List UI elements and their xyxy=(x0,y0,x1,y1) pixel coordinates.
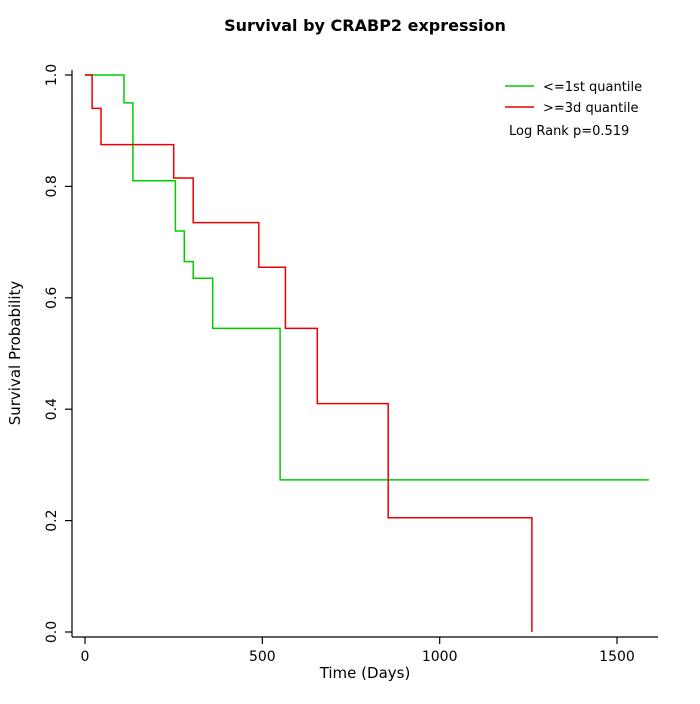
y-tick-label: 1.0 xyxy=(44,64,60,86)
km-curve-series-1 xyxy=(85,74,533,632)
x-tick-label: 1000 xyxy=(422,649,458,665)
x-axis-label: Time (Days) xyxy=(319,664,411,682)
chart-title: Survival by CRABP2 expression xyxy=(224,16,506,35)
legend: <=1st quantile >=3d quantile Log Rank p=… xyxy=(505,80,642,139)
y-tick-label: 0.6 xyxy=(44,287,60,309)
km-curve-series-0 xyxy=(85,74,649,481)
y-tick-label: 0.8 xyxy=(44,175,60,197)
y-axis-label: Survival Probability xyxy=(6,281,24,426)
x-tick-label: 500 xyxy=(249,649,276,665)
logrank-pvalue-text: Log Rank p=0.519 xyxy=(509,124,629,139)
legend-label-low-quantile: <=1st quantile xyxy=(543,80,642,95)
y-tick-label: 0.2 xyxy=(44,509,60,531)
axes: 0 500 1000 1500 0.0 0.2 0.4 0.6 0.8 1.0 xyxy=(44,64,658,665)
x-tick-label: 0 xyxy=(81,649,90,665)
y-tick-label: 0.0 xyxy=(44,621,60,643)
y-tick-label: 0.4 xyxy=(44,398,60,420)
legend-label-high-quantile: >=3d quantile xyxy=(543,101,638,116)
survival-curves xyxy=(85,74,649,632)
x-tick-label: 1500 xyxy=(599,649,635,665)
